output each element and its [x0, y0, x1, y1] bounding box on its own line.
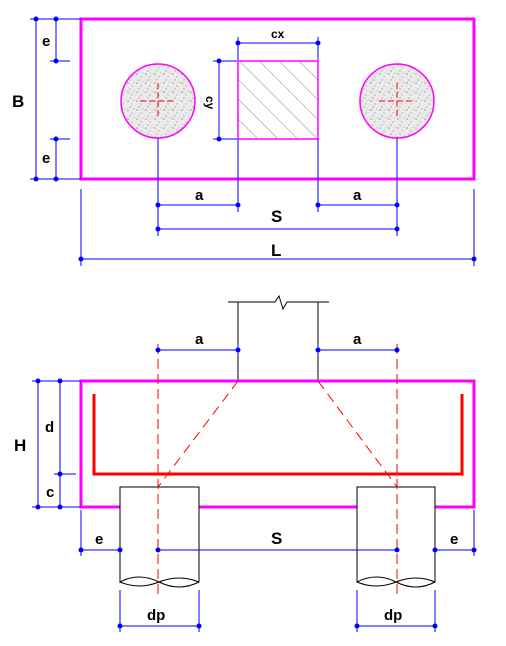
section-rebar: [92, 394, 464, 476]
section-pile-left: [119, 486, 200, 588]
section-label-a-left: a: [195, 331, 204, 348]
plan-label-b: B: [12, 92, 24, 111]
plan-label-cx: cx: [271, 27, 285, 41]
section-label-e-right: e: [450, 531, 458, 548]
section-label-a-right: a: [353, 331, 362, 348]
plan-column: [237, 60, 319, 140]
section-label-s: S: [271, 529, 282, 548]
plan-cap-outline: [79, 17, 476, 181]
plan-pile-right: [359, 63, 435, 139]
section-label-d: d: [45, 419, 54, 436]
section-cap-outline: [79, 379, 476, 509]
plan-label-e-top: e: [42, 33, 50, 50]
plan-dimensions: [30, 16, 477, 266]
plan-label-a-right: a: [353, 187, 362, 204]
section-label-c: c: [46, 484, 54, 501]
plan-label-l: L: [271, 241, 281, 260]
section-label-dp-right: dp: [384, 607, 402, 624]
section-view: a a H d c e S e dp dp: [14, 294, 477, 632]
plan-pile-left: [120, 63, 196, 139]
section-label-e-left: e: [95, 531, 103, 548]
section-column: [228, 294, 329, 381]
plan-label-e-bottom: e: [42, 150, 50, 167]
plan-label-cy: cy: [203, 96, 217, 110]
section-dimensions: [32, 344, 477, 632]
section-pile-right: [356, 486, 436, 588]
section-label-dp-left: dp: [147, 607, 165, 624]
section-struts: [157, 380, 398, 488]
plan-label-a-left: a: [195, 187, 204, 204]
plan-view: e B e cx cy a a S L: [12, 16, 477, 266]
section-centerlines: [157, 344, 398, 598]
section-label-h: H: [14, 436, 26, 455]
plan-label-s: S: [271, 207, 282, 226]
